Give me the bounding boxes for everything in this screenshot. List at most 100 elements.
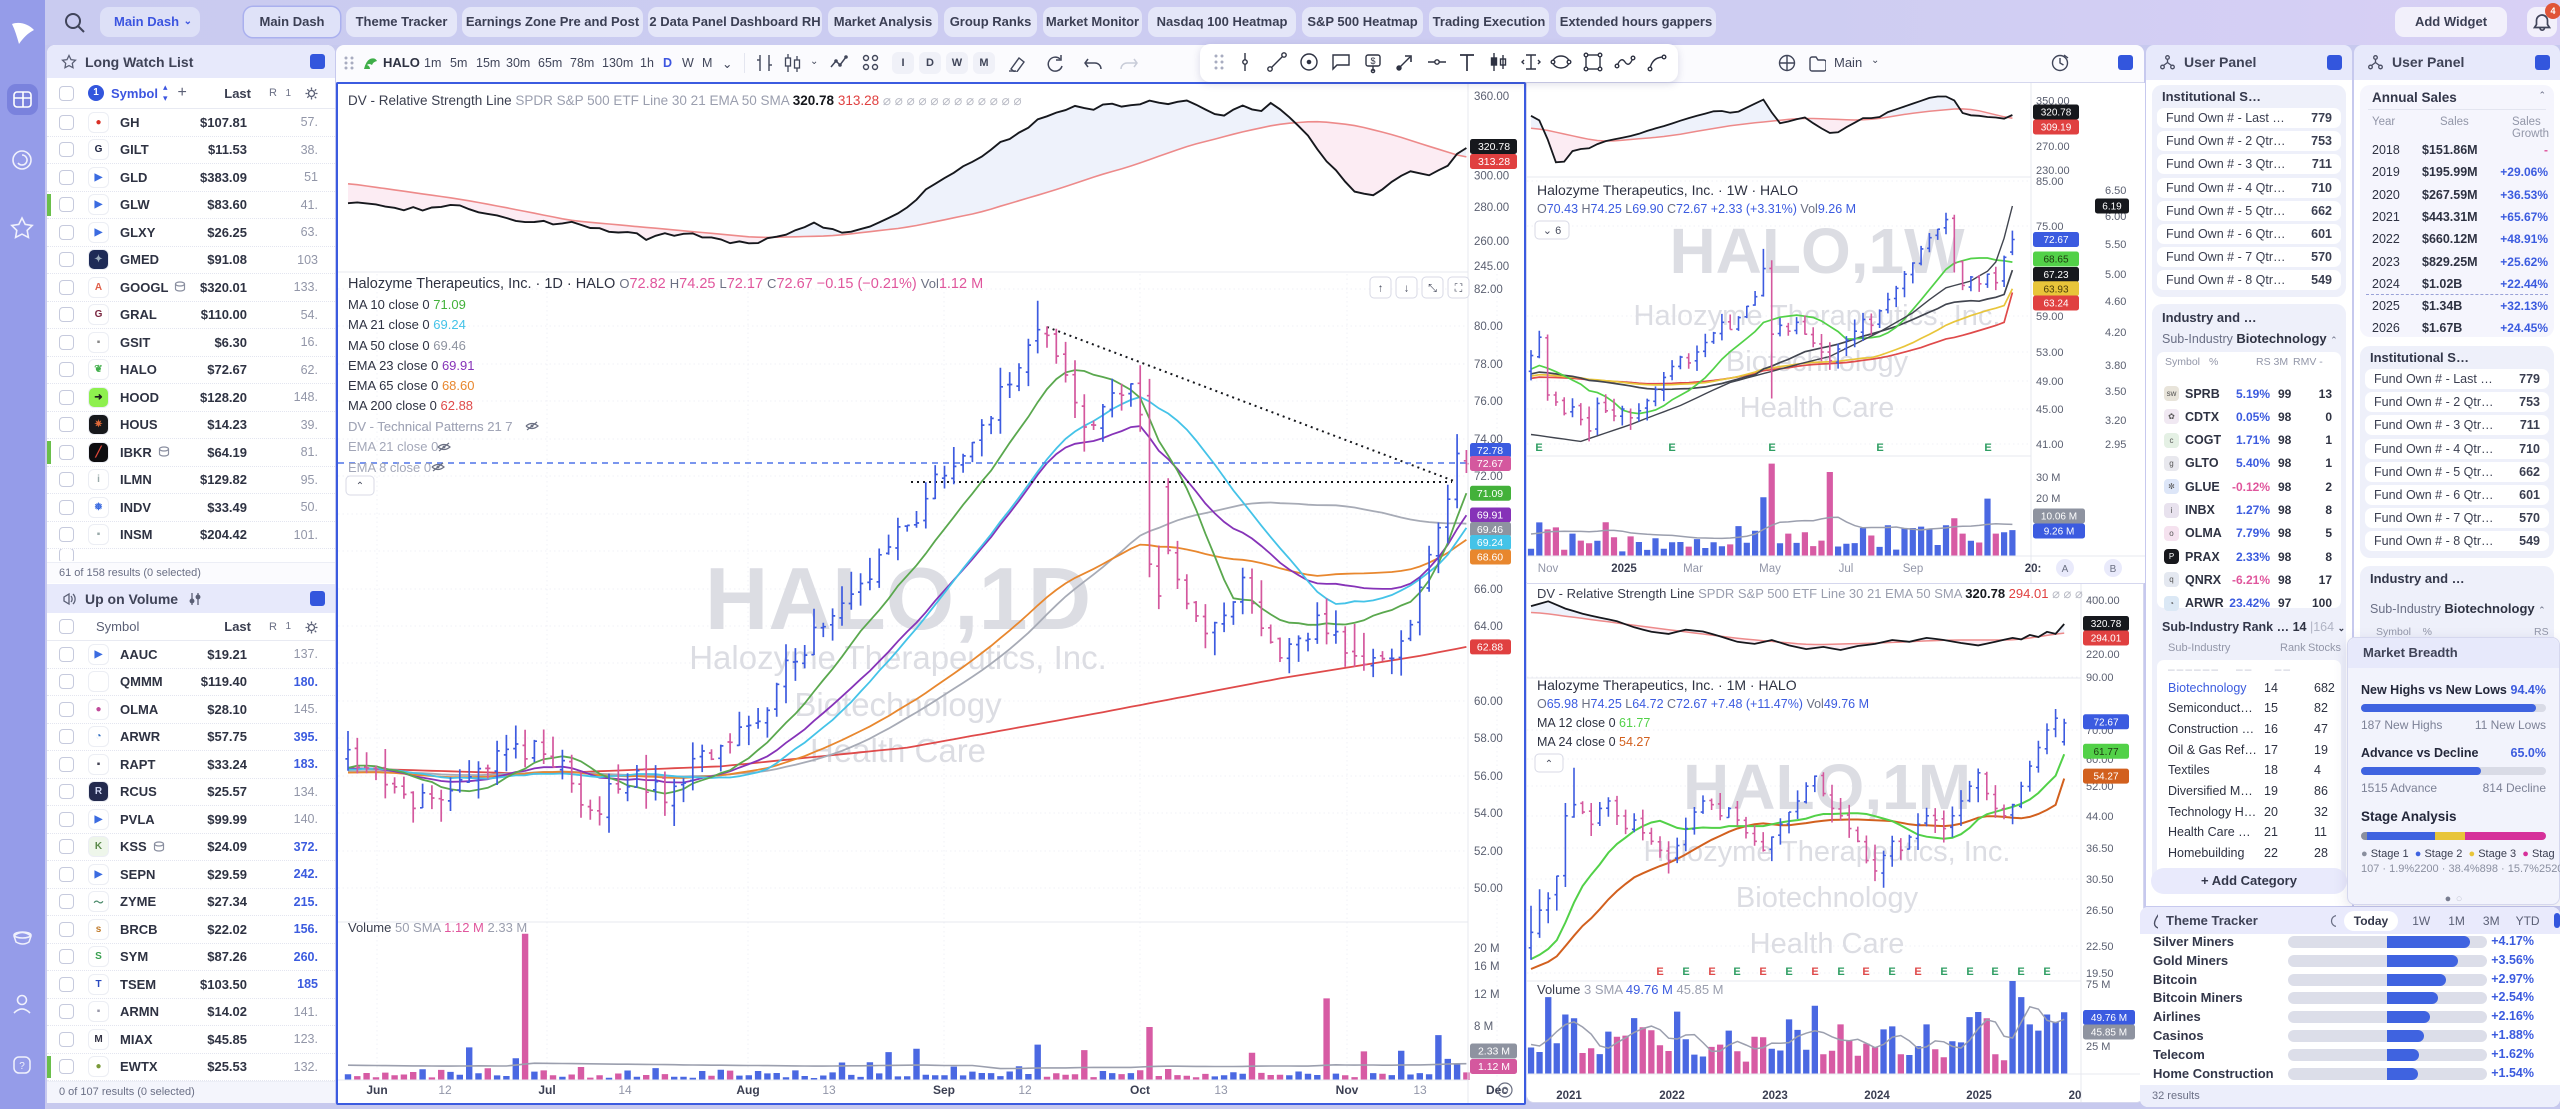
- svg-text:DV - Technical Patterns 21 7: DV - Technical Patterns 21 7: [348, 419, 513, 434]
- svg-text:72.67: 72.67: [2043, 235, 2068, 246]
- svg-text:20:: 20:: [2025, 563, 2042, 575]
- svg-text:HALO,1W: HALO,1W: [1669, 215, 1965, 287]
- svg-text:EMA 8 close 0: EMA 8 close 0: [348, 460, 431, 475]
- svg-text:1.12 M: 1.12 M: [1478, 1061, 1510, 1073]
- svg-text:MA 200 close 0 62.88: MA 200 close 0 62.88: [348, 398, 473, 413]
- svg-text:E: E: [1785, 966, 1792, 978]
- svg-text:E: E: [2043, 966, 2050, 978]
- svg-text:E: E: [2017, 966, 2024, 978]
- svg-text:2025: 2025: [1611, 563, 1637, 575]
- svg-text:82.00: 82.00: [1474, 284, 1503, 296]
- svg-text:E: E: [1668, 442, 1675, 454]
- svg-text:E: E: [1656, 966, 1663, 978]
- svg-text:36.50: 36.50: [2086, 843, 2114, 855]
- svg-text:⌃: ⌃: [1545, 759, 1553, 770]
- svg-text:?: ?: [19, 1061, 25, 1072]
- svg-text:A: A: [2062, 564, 2069, 575]
- svg-text:75.00: 75.00: [2036, 221, 2064, 233]
- svg-text:20 M: 20 M: [2036, 493, 2060, 505]
- svg-text:220.00: 220.00: [2086, 649, 2120, 661]
- svg-text:69.46: 69.46: [1477, 524, 1503, 536]
- svg-text:HALO,1D: HALO,1D: [705, 549, 1091, 648]
- svg-text:EMA 65 close 0 68.60: EMA 65 close 0 68.60: [348, 378, 475, 393]
- svg-text:5.50: 5.50: [2105, 239, 2126, 251]
- svg-text:O65.98 H74.25 L64.72 C72.67 +7: O65.98 H74.25 L64.72 C72.67 +7.48 (+11.4…: [1537, 697, 1869, 711]
- svg-text:13: 13: [822, 1083, 836, 1097]
- svg-text:90.00: 90.00: [2086, 672, 2114, 684]
- svg-text:75 M: 75 M: [2086, 979, 2110, 991]
- svg-text:50.00: 50.00: [1474, 883, 1503, 895]
- svg-text:EMA 23 close 0 69.91: EMA 23 close 0 69.91: [348, 358, 475, 373]
- svg-text:E: E: [1535, 442, 1542, 454]
- svg-text:320.78: 320.78: [2091, 619, 2122, 630]
- svg-text:2025: 2025: [1966, 1090, 1992, 1102]
- svg-text:71.09: 71.09: [1477, 488, 1503, 500]
- svg-text:360.00: 360.00: [1474, 91, 1509, 103]
- svg-text:⌄ 6: ⌄ 6: [1543, 225, 1561, 237]
- svg-text:Dec: Dec: [1486, 1083, 1508, 1097]
- svg-text:Halozyme Therapeutics, Inc. ·: Halozyme Therapeutics, Inc. · 1M · HALO: [1537, 677, 1797, 693]
- svg-text:B: B: [2110, 564, 2117, 575]
- svg-text:52.00: 52.00: [2086, 781, 2114, 793]
- svg-text:245.00: 245.00: [1474, 261, 1509, 273]
- svg-text:19.50: 19.50: [2086, 968, 2114, 980]
- svg-text:400.00: 400.00: [2086, 595, 2120, 607]
- svg-text:6.00: 6.00: [2105, 211, 2126, 223]
- svg-text:↓: ↓: [1404, 283, 1410, 295]
- svg-text:56.00: 56.00: [1474, 771, 1503, 783]
- svg-text:68.65: 68.65: [2043, 255, 2068, 266]
- svg-text:4.60: 4.60: [2105, 296, 2126, 308]
- svg-text:DV - Relative Strength Line SP: DV - Relative Strength Line SPDR S&P 500…: [348, 93, 1022, 108]
- svg-text:Health Care: Health Care: [1740, 392, 1895, 424]
- svg-text:Nov: Nov: [1538, 563, 1559, 575]
- svg-text:26.50: 26.50: [2086, 905, 2114, 917]
- svg-text:270.00: 270.00: [2036, 141, 2070, 153]
- svg-text:320.78: 320.78: [1478, 141, 1510, 153]
- svg-text:2023: 2023: [1762, 1090, 1788, 1102]
- svg-text:72.67: 72.67: [2093, 717, 2118, 728]
- svg-text:↑: ↑: [1378, 283, 1384, 295]
- svg-text:60.00: 60.00: [1474, 696, 1503, 708]
- svg-text:9.26 M: 9.26 M: [2044, 527, 2075, 538]
- svg-text:E: E: [1759, 966, 1766, 978]
- svg-text:May: May: [1759, 563, 1781, 575]
- svg-text:54.27: 54.27: [2093, 772, 2118, 783]
- svg-text:MA 12 close 0 61.77: MA 12 close 0 61.77: [1537, 716, 1650, 730]
- svg-text:20 M: 20 M: [1474, 943, 1500, 955]
- svg-text:HALO,1M: HALO,1M: [1683, 751, 1971, 823]
- svg-text:16 M: 16 M: [1474, 961, 1500, 973]
- svg-text:63.24: 63.24: [2043, 299, 2068, 310]
- svg-text:E: E: [1837, 966, 1844, 978]
- svg-text:20: 20: [2069, 1090, 2082, 1102]
- svg-text:3.80: 3.80: [2105, 360, 2126, 372]
- svg-text:45.00: 45.00: [2036, 404, 2064, 416]
- svg-text:4.20: 4.20: [2105, 327, 2126, 339]
- svg-text:E: E: [1940, 966, 1947, 978]
- svg-text:309.19: 309.19: [2041, 123, 2072, 134]
- svg-text:O70.43 H74.25 L69.90 C72.67 +2: O70.43 H74.25 L69.90 C72.67 +2.33 (+3.31…: [1537, 202, 1856, 216]
- svg-text:Oct: Oct: [1130, 1083, 1150, 1097]
- svg-text:E: E: [1984, 442, 1991, 454]
- svg-text:Halozyme Therapeutics, Inc. ·: Halozyme Therapeutics, Inc. · 1W · HALO: [1537, 182, 1798, 198]
- svg-text:67.23: 67.23: [2043, 270, 2068, 281]
- svg-text:59.00: 59.00: [2036, 311, 2064, 323]
- svg-text:E: E: [1862, 966, 1869, 978]
- svg-text:44.00: 44.00: [2086, 811, 2114, 823]
- svg-text:E: E: [1811, 966, 1818, 978]
- svg-text:10.06 M: 10.06 M: [2041, 512, 2077, 523]
- svg-text:Halozyme Therapeutics, Inc.: Halozyme Therapeutics, Inc.: [1634, 300, 2001, 332]
- svg-text:Halozyme Therapeutics, Inc. ·: Halozyme Therapeutics, Inc. · 1D · HALO …: [348, 276, 983, 292]
- svg-text:72.67: 72.67: [1477, 458, 1503, 470]
- svg-text:6.19: 6.19: [2102, 202, 2122, 213]
- svg-text:Aug: Aug: [736, 1083, 759, 1097]
- svg-text:13: 13: [1214, 1083, 1228, 1097]
- svg-text:Jul: Jul: [538, 1083, 555, 1097]
- svg-text:Biotechnology: Biotechnology: [1736, 882, 1919, 914]
- svg-text:2.33 M: 2.33 M: [1478, 1046, 1510, 1058]
- svg-text:Biotechnology: Biotechnology: [794, 686, 1002, 723]
- svg-text:8 M: 8 M: [1474, 1021, 1493, 1033]
- svg-text:5.00: 5.00: [2105, 269, 2126, 281]
- svg-text:Health Care: Health Care: [1750, 928, 1905, 960]
- svg-text:61.77: 61.77: [2093, 747, 2118, 758]
- svg-text:45.85 M: 45.85 M: [2091, 1028, 2127, 1039]
